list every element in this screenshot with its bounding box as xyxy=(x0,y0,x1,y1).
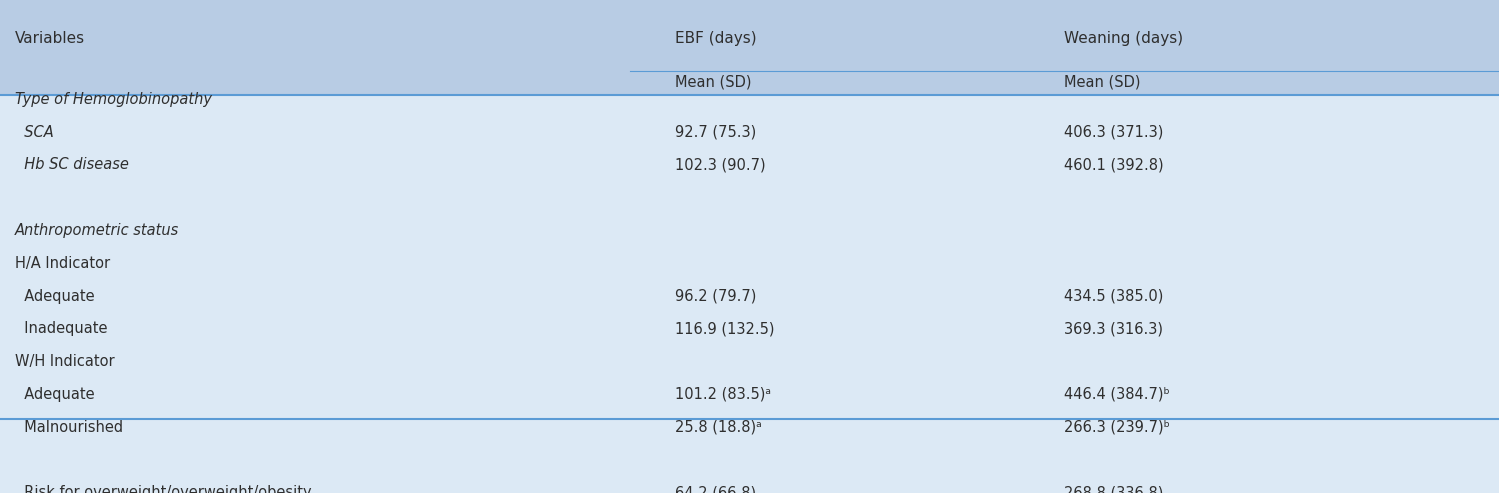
Text: 25.8 (18.8)ᵃ: 25.8 (18.8)ᵃ xyxy=(675,420,761,435)
Text: Inadequate: Inadequate xyxy=(15,321,108,336)
Text: Weaning (days): Weaning (days) xyxy=(1064,32,1183,46)
Text: 92.7 (75.3): 92.7 (75.3) xyxy=(675,125,755,140)
Text: Adequate: Adequate xyxy=(15,288,94,304)
Text: Adequate: Adequate xyxy=(15,387,94,402)
Text: Variables: Variables xyxy=(15,32,85,46)
Text: Mean (SD): Mean (SD) xyxy=(1064,74,1141,90)
Text: Malnourished: Malnourished xyxy=(15,420,123,435)
Text: Anthropometric status: Anthropometric status xyxy=(15,223,180,238)
Text: Type of Hemoglobinopathy: Type of Hemoglobinopathy xyxy=(15,92,211,107)
Text: Hb SC disease: Hb SC disease xyxy=(15,157,129,173)
Text: Risk for overweight/overweight/obesity: Risk for overweight/overweight/obesity xyxy=(15,486,312,493)
Text: 268.8 (336.8): 268.8 (336.8) xyxy=(1064,486,1163,493)
Text: 406.3 (371.3): 406.3 (371.3) xyxy=(1064,125,1163,140)
Text: 102.3 (90.7): 102.3 (90.7) xyxy=(675,157,764,173)
Text: 64.2 (66.8): 64.2 (66.8) xyxy=(675,486,755,493)
Text: 116.9 (132.5): 116.9 (132.5) xyxy=(675,321,773,336)
Text: 434.5 (385.0): 434.5 (385.0) xyxy=(1064,288,1163,304)
Bar xyxy=(0,0,1499,95)
Text: Mean (SD): Mean (SD) xyxy=(675,74,751,90)
Text: EBF (days): EBF (days) xyxy=(675,32,755,46)
Text: 266.3 (239.7)ᵇ: 266.3 (239.7)ᵇ xyxy=(1064,420,1171,435)
Text: H/A Indicator: H/A Indicator xyxy=(15,256,109,271)
Text: 96.2 (79.7): 96.2 (79.7) xyxy=(675,288,755,304)
Text: 101.2 (83.5)ᵃ: 101.2 (83.5)ᵃ xyxy=(675,387,770,402)
Text: SCA: SCA xyxy=(15,125,54,140)
Text: W/H Indicator: W/H Indicator xyxy=(15,354,114,369)
Text: 369.3 (316.3): 369.3 (316.3) xyxy=(1064,321,1163,336)
Text: 460.1 (392.8): 460.1 (392.8) xyxy=(1064,157,1163,173)
Text: 446.4 (384.7)ᵇ: 446.4 (384.7)ᵇ xyxy=(1064,387,1171,402)
